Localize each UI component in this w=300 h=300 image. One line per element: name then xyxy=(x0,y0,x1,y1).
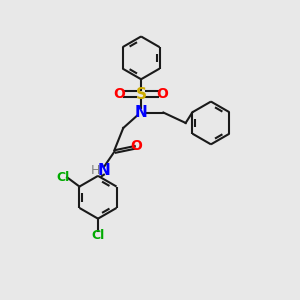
Text: O: O xyxy=(130,139,142,153)
Text: O: O xyxy=(114,87,126,101)
Text: N: N xyxy=(98,163,110,178)
Text: Cl: Cl xyxy=(92,229,105,242)
Text: N: N xyxy=(135,105,148,120)
Text: H: H xyxy=(91,164,100,177)
Text: S: S xyxy=(136,87,147,102)
Text: Cl: Cl xyxy=(57,171,70,184)
Text: O: O xyxy=(157,87,168,101)
